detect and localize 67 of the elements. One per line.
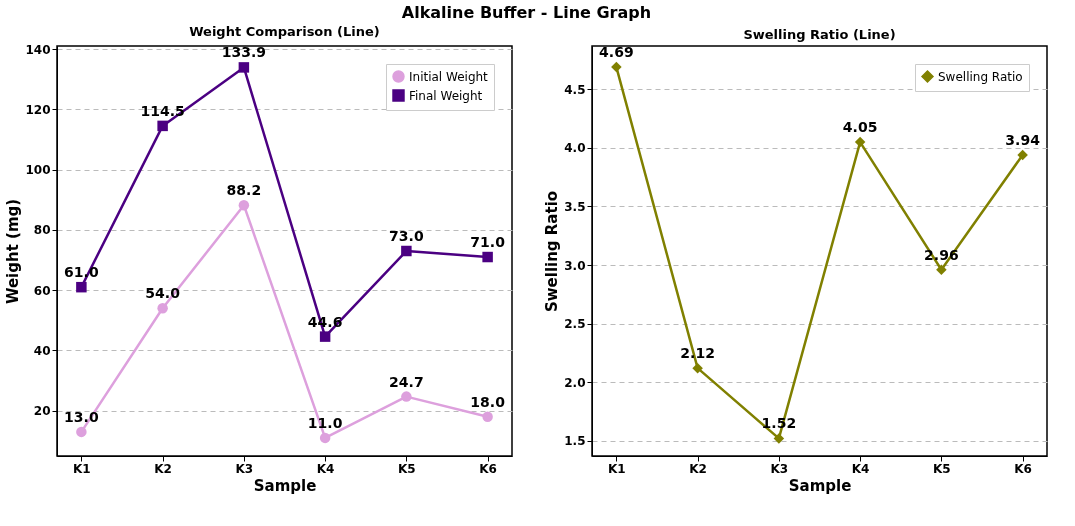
point xyxy=(482,251,493,263)
point xyxy=(319,331,331,342)
data-label: 88.2 xyxy=(226,182,262,199)
x-tick-label: K3 xyxy=(235,461,254,476)
data-label: 3.94 xyxy=(1005,131,1041,148)
point xyxy=(854,136,866,148)
data-label: 4.05 xyxy=(842,119,878,136)
y-tick-label: 40 xyxy=(33,343,51,358)
x-tick-label: K6 xyxy=(479,461,497,476)
text: Alkaline Buffer - Line Graph xyxy=(401,3,652,23)
x-axis-title: Sample xyxy=(253,476,317,495)
chart-title: Weight Comparison (Line) xyxy=(189,24,380,40)
point xyxy=(401,391,412,402)
x-tick-label: K3 xyxy=(770,461,789,476)
point xyxy=(401,245,412,257)
point xyxy=(936,264,947,275)
point xyxy=(238,62,250,73)
legend-label: Final Weight xyxy=(409,88,483,103)
point xyxy=(1017,149,1028,161)
y-tick-label: 80 xyxy=(33,223,51,238)
legend-label: Swelling Ratio xyxy=(938,69,1023,84)
y-tick-label: 100 xyxy=(25,163,51,178)
point xyxy=(238,199,250,211)
point xyxy=(157,303,168,314)
point xyxy=(76,281,87,293)
data-label: 13.0 xyxy=(64,408,99,425)
chart-title: Swelling Ratio (Line) xyxy=(743,27,896,42)
y-axis-title: Weight (mg) xyxy=(4,198,23,305)
point xyxy=(611,61,622,73)
y-tick-label: 2.5 xyxy=(564,317,586,332)
y-tick-label: 140 xyxy=(25,42,51,57)
point xyxy=(157,120,168,132)
y-tick-label: 3.0 xyxy=(564,258,586,273)
y-tick-label: 4.5 xyxy=(564,82,586,97)
point xyxy=(482,411,493,423)
data-label: 24.7 xyxy=(389,373,424,390)
data-label: 4.69 xyxy=(599,44,634,61)
y-tick-label: 2.0 xyxy=(564,375,586,390)
x-tick-label: K2 xyxy=(154,461,172,476)
y-tick-label: 60 xyxy=(33,283,51,298)
data-label: 11.0 xyxy=(307,414,343,431)
y-tick-label: 3.5 xyxy=(564,199,586,214)
x-tick-label: K5 xyxy=(933,461,951,476)
y-tick-label: 4.0 xyxy=(564,141,586,156)
point xyxy=(76,426,87,438)
data-label: 71.0 xyxy=(470,234,506,251)
point xyxy=(692,362,703,374)
legend-label: Initial Weight xyxy=(409,69,489,84)
x-tick-label: K1 xyxy=(608,461,626,476)
x-tick-label: K4 xyxy=(851,461,870,476)
point xyxy=(773,433,785,444)
x-tick-label: K1 xyxy=(73,461,91,476)
y-tick-label: 20 xyxy=(33,404,51,419)
data-label: 73.0 xyxy=(389,228,424,244)
point xyxy=(319,432,331,444)
x-tick-label: K5 xyxy=(398,461,416,476)
data-label: 18.0 xyxy=(470,393,506,410)
x-axis-title: Sample xyxy=(788,476,852,495)
y-axis-title: Swelling Ratio xyxy=(543,190,562,313)
y-tick-label: 120 xyxy=(25,102,51,117)
data-label: 133.9 xyxy=(221,44,267,61)
x-tick-label: K6 xyxy=(1014,461,1032,476)
x-tick-label: K2 xyxy=(689,461,707,476)
y-tick-label: 1.5 xyxy=(564,434,586,449)
data-label: 54.0 xyxy=(145,285,181,302)
x-tick-label: K4 xyxy=(316,461,335,476)
data-label: 114.5 xyxy=(140,102,185,119)
